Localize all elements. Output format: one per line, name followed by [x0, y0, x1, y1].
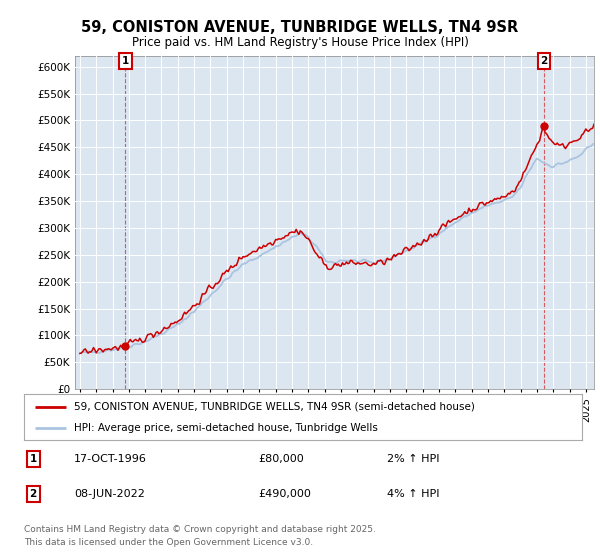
Text: £80,000: £80,000	[259, 454, 304, 464]
Text: Contains HM Land Registry data © Crown copyright and database right 2025.
This d: Contains HM Land Registry data © Crown c…	[24, 525, 376, 547]
Text: 2: 2	[541, 56, 548, 66]
Text: £490,000: £490,000	[259, 489, 311, 500]
Text: 2% ↑ HPI: 2% ↑ HPI	[387, 454, 439, 464]
Text: 1: 1	[122, 56, 129, 66]
Text: 59, CONISTON AVENUE, TUNBRIDGE WELLS, TN4 9SR (semi-detached house): 59, CONISTON AVENUE, TUNBRIDGE WELLS, TN…	[74, 402, 475, 412]
Text: 59, CONISTON AVENUE, TUNBRIDGE WELLS, TN4 9SR: 59, CONISTON AVENUE, TUNBRIDGE WELLS, TN…	[82, 20, 518, 35]
Text: 08-JUN-2022: 08-JUN-2022	[74, 489, 145, 500]
Text: 1: 1	[29, 454, 37, 464]
Text: 4% ↑ HPI: 4% ↑ HPI	[387, 489, 439, 500]
Text: 17-OCT-1996: 17-OCT-1996	[74, 454, 147, 464]
Text: HPI: Average price, semi-detached house, Tunbridge Wells: HPI: Average price, semi-detached house,…	[74, 423, 378, 433]
Text: Price paid vs. HM Land Registry's House Price Index (HPI): Price paid vs. HM Land Registry's House …	[131, 36, 469, 49]
Text: 2: 2	[29, 489, 37, 500]
